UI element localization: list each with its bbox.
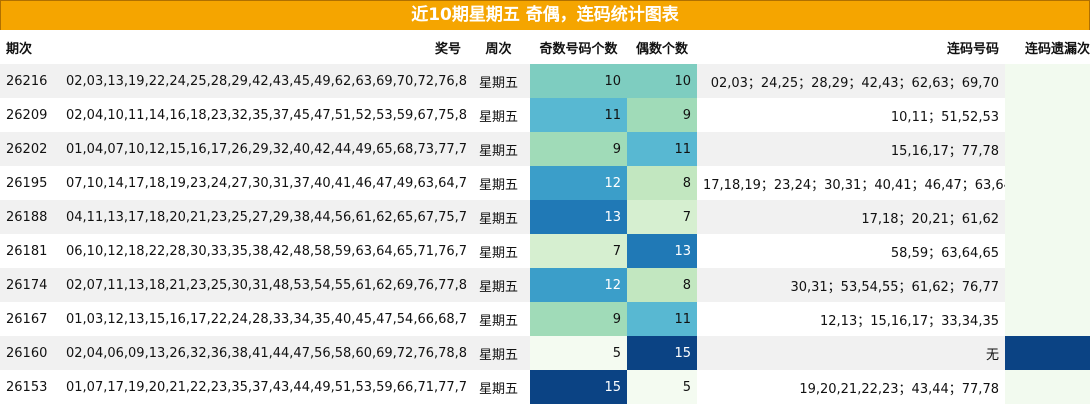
cell-issue: 26174 [0,268,60,302]
cell-odd-count: 9 [530,302,627,336]
table-row: 26174 02,07,11,13,18,21,23,25,30,31,48,53… [0,268,1090,302]
cell-numbers: 02,03,13,19,22,24,25,28,29,42,43,45,49,6… [60,64,467,98]
table-row: 26167 01,03,12,13,15,16,17,22,24,28,33,34… [0,302,1090,336]
cell-consecutive: 58,59；63,64,65 [697,234,1005,268]
cell-numbers: 04,11,13,17,18,20,21,23,25,27,29,38,44,5… [60,200,467,234]
table-row: 26181 06,10,12,18,22,28,30,33,35,38,42,48… [0,234,1090,268]
header-row: 期次 奖号 周次 奇数号码个数 偶数个数 连码号码 连码遗漏次数 [0,30,1090,64]
cell-miss-count: 0 [1005,234,1090,268]
cell-week: 星期五 [467,370,530,404]
cell-issue: 26216 [0,64,60,98]
cell-miss-count: 0 [1005,98,1090,132]
cell-issue: 26167 [0,302,60,336]
cell-issue: 26160 [0,336,60,370]
cell-week: 星期五 [467,268,530,302]
cell-consecutive: 17,18；20,21；61,62 [697,200,1005,234]
header-numbers: 奖号 [60,30,467,64]
cell-odd-count: 13 [530,200,627,234]
table-row: 26209 02,04,10,11,14,16,18,23,32,35,37,45… [0,98,1090,132]
cell-issue: 26209 [0,98,60,132]
cell-even-count: 11 [627,132,697,166]
cell-odd-count: 9 [530,132,627,166]
chart-title: 近10期星期五 奇偶，连码统计图表 [0,0,1090,31]
header-consecutive: 连码号码 [697,30,1005,64]
header-even-count: 偶数个数 [627,30,697,64]
cell-odd-count: 12 [530,166,627,200]
cell-week: 星期五 [467,132,530,166]
cell-even-count: 10 [627,64,697,98]
cell-even-count: 11 [627,302,697,336]
cell-odd-count: 15 [530,370,627,404]
cell-issue: 26181 [0,234,60,268]
table-row: 26188 04,11,13,17,18,20,21,23,25,27,29,38… [0,200,1090,234]
cell-consecutive: 30,31；53,54,55；61,62；76,77 [697,268,1005,302]
cell-odd-count: 10 [530,64,627,98]
cell-miss-count: 0 [1005,166,1090,200]
cell-consecutive: 10,11；51,52,53 [697,98,1005,132]
cell-issue: 26195 [0,166,60,200]
cell-numbers: 02,04,06,09,13,26,32,36,38,41,44,47,56,5… [60,336,467,370]
cell-consecutive: 15,16,17；77,78 [697,132,1005,166]
cell-numbers: 01,07,17,19,20,21,22,23,35,37,43,44,49,5… [60,370,467,404]
cell-consecutive: 无 [697,336,1005,370]
header-odd-count: 奇数号码个数 [530,30,627,64]
cell-week: 星期五 [467,336,530,370]
cell-miss-count: 0 [1005,302,1090,336]
cell-numbers: 01,03,12,13,15,16,17,22,24,28,33,34,35,4… [60,302,467,336]
cell-miss-count: 0 [1005,200,1090,234]
cell-week: 星期五 [467,234,530,268]
cell-even-count: 7 [627,200,697,234]
cell-issue: 26202 [0,132,60,166]
cell-miss-count: 0 [1005,64,1090,98]
table-row: 26202 01,04,07,10,12,15,16,17,26,29,32,40… [0,132,1090,166]
cell-miss-count: 0 [1005,132,1090,166]
table-row: 26195 07,10,14,17,18,19,23,24,27,30,31,37… [0,166,1090,200]
cell-numbers: 01,04,07,10,12,15,16,17,26,29,32,40,42,4… [60,132,467,166]
cell-even-count: 5 [627,370,697,404]
cell-numbers: 02,04,10,11,14,16,18,23,32,35,37,45,47,5… [60,98,467,132]
stats-table: 期次 奖号 周次 奇数号码个数 偶数个数 连码号码 连码遗漏次数 2621602… [0,30,1090,404]
cell-issue: 26188 [0,200,60,234]
cell-miss-count: 0 [1005,370,1090,404]
cell-issue: 26153 [0,370,60,404]
table-row: 26216 02,03,13,19,22,24,25,28,29,42,43,45… [0,64,1090,98]
cell-odd-count: 7 [530,234,627,268]
table-row: 26153 01,07,17,19,20,21,22,23,35,37,43,44… [0,370,1090,404]
cell-consecutive: 02,03；24,25；28,29；42,43；62,63；69,70 [697,64,1005,98]
cell-odd-count: 11 [530,98,627,132]
header-miss-count: 连码遗漏次数 [1005,30,1090,64]
cell-week: 星期五 [467,64,530,98]
cell-consecutive: 12,13；15,16,17；33,34,35 [697,302,1005,336]
cell-consecutive: 19,20,21,22,23；43,44；77,78 [697,370,1005,404]
cell-miss-count: 1 [1005,336,1090,370]
cell-numbers: 02,07,11,13,18,21,23,25,30,31,48,53,54,5… [60,268,467,302]
cell-even-count: 15 [627,336,697,370]
cell-odd-count: 12 [530,268,627,302]
cell-odd-count: 5 [530,336,627,370]
cell-week: 星期五 [467,200,530,234]
cell-even-count: 9 [627,98,697,132]
cell-even-count: 8 [627,166,697,200]
cell-week: 星期五 [467,98,530,132]
header-issue: 期次 [0,30,60,64]
table-row: 26160 02,04,06,09,13,26,32,36,38,41,44,47… [0,336,1090,370]
cell-week: 星期五 [467,166,530,200]
cell-miss-count: 0 [1005,268,1090,302]
cell-consecutive: 17,18,19；23,24；30,31；40,41；46,47；63,64 [697,166,1005,200]
cell-numbers: 07,10,14,17,18,19,23,24,27,30,31,37,40,4… [60,166,467,200]
cell-even-count: 8 [627,268,697,302]
cell-week: 星期五 [467,302,530,336]
cell-numbers: 06,10,12,18,22,28,30,33,35,38,42,48,58,5… [60,234,467,268]
cell-even-count: 13 [627,234,697,268]
header-week: 周次 [467,30,530,64]
